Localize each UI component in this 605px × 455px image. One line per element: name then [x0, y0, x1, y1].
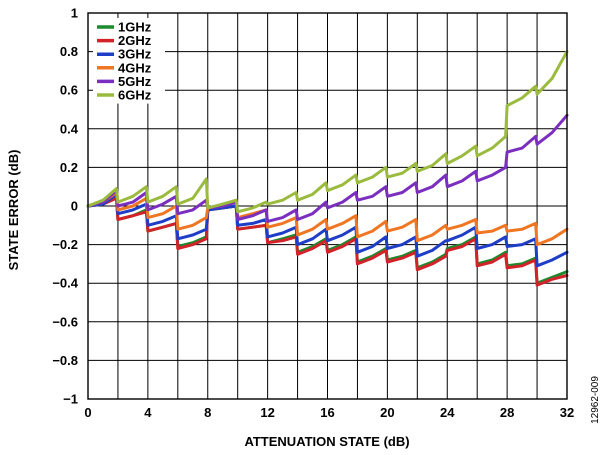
series-line-6ghz — [86, 50, 569, 214]
plot-frame — [87, 12, 568, 400]
y-tick-label: 0.6 — [60, 83, 78, 98]
y-tick-label: 0.2 — [60, 160, 78, 175]
series-line-5ghz — [86, 113, 569, 223]
series-lines — [86, 50, 569, 287]
y-tick-label: 0 — [71, 199, 78, 214]
legend-label: 1GHz — [118, 20, 152, 35]
series-line-2ghz — [86, 196, 569, 287]
y-axis-label: STATE ERROR (dB) — [6, 150, 21, 271]
x-tick-labels: 0 4 8 12 16 20 24 28 32 — [84, 405, 574, 420]
y-tick-label: −0.4 — [52, 276, 78, 291]
x-tick-label: 0 — [84, 405, 91, 420]
x-tick-label: 28 — [500, 405, 514, 420]
legend-label: 3GHz — [118, 47, 152, 62]
x-tick-label: 8 — [204, 405, 211, 420]
x-tick-label: 32 — [560, 405, 574, 420]
y-tick-label: −0.8 — [52, 353, 78, 368]
x-tick-label: 12 — [260, 405, 274, 420]
x-tick-label: 16 — [320, 405, 334, 420]
legend-label: 2GHz — [118, 33, 152, 48]
legend-label: 5GHz — [118, 74, 152, 89]
y-tick-label: 0.4 — [60, 121, 79, 136]
y-tick-label: −0.6 — [52, 314, 78, 329]
x-axis-label: ATTENUATION STATE (dB) — [244, 434, 409, 449]
x-tick-label: 20 — [380, 405, 394, 420]
y-tick-label: −0.2 — [52, 237, 78, 252]
y-tick-label: 1 — [71, 6, 78, 21]
y-tick-labels: 1 0.8 0.6 0.4 0.2 0 −0.2 −0.4 −0.6 −0.8 −1 — [52, 6, 78, 407]
y-tick-label: 0.8 — [60, 44, 78, 59]
x-tick-label: 24 — [440, 405, 455, 420]
figure-id: 12962-009 — [590, 376, 601, 424]
legend-label: 4GHz — [118, 60, 152, 75]
series-line-4ghz — [86, 191, 569, 247]
legend-background — [93, 18, 165, 104]
legend-label: 6GHz — [118, 88, 152, 103]
x-tick-label: 4 — [144, 405, 152, 420]
series-line-3ghz — [86, 192, 569, 268]
y-tick-label: −1 — [63, 392, 78, 407]
